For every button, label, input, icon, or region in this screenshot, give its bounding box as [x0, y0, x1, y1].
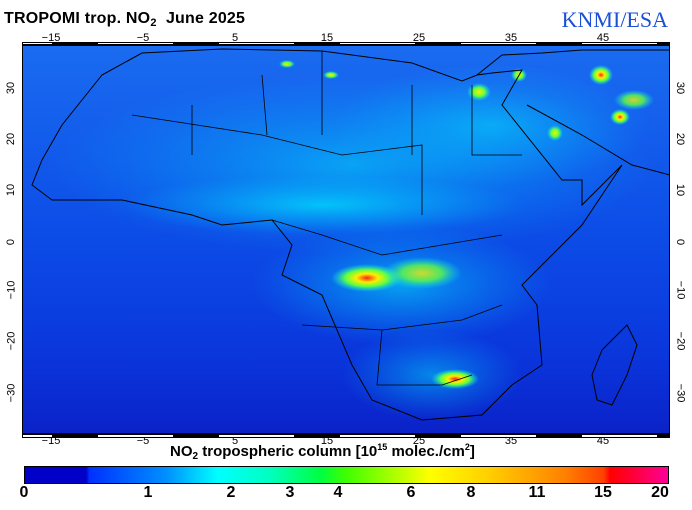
colorbar-label: 0 [19, 484, 29, 501]
title-date: June 2025 [165, 10, 246, 27]
colorbar [24, 466, 669, 484]
caption-text: ] [469, 443, 475, 460]
colorbar-label: 8 [466, 484, 476, 501]
x-tick-top: 15 [320, 32, 334, 44]
colorbar-label: 1 [143, 484, 153, 501]
x-tick-bottom: 25 [412, 435, 426, 447]
y-tick-left: 0 [5, 238, 18, 246]
colorbar-label: 4 [333, 484, 343, 501]
caption-units: molec./cm [387, 443, 465, 460]
x-tick-top: 25 [412, 32, 426, 44]
caption-text: NO [170, 443, 193, 460]
x-tick-top: −5 [136, 32, 150, 44]
y-tick-left: 20 [5, 132, 18, 146]
colorbar-label: 6 [406, 484, 416, 501]
y-tick-right: 20 [674, 132, 687, 146]
x-tick-bottom: 5 [231, 435, 239, 447]
colorbar-label: 15 [594, 484, 612, 501]
colorbar-caption: NO2 tropospheric column [1015 molec./cm2… [170, 442, 475, 462]
caption-text: tropospheric column [10 [198, 443, 378, 460]
y-tick-left: −10 [5, 280, 18, 300]
title-text: TROPOMI trop. NO [4, 10, 151, 27]
caption-superscript: 15 [377, 442, 388, 452]
y-tick-right: −20 [674, 331, 687, 351]
frame-scale-top [22, 42, 670, 45]
x-tick-top: −15 [41, 32, 61, 44]
x-tick-bottom: −5 [136, 435, 150, 447]
y-tick-right: −10 [674, 280, 687, 300]
x-tick-top: 45 [596, 32, 610, 44]
chart-title: TROPOMI trop. NO2 June 2025 [4, 10, 245, 29]
x-tick-bottom: 15 [320, 435, 334, 447]
y-tick-right: −30 [674, 383, 687, 403]
x-tick-bottom: 35 [504, 435, 518, 447]
colorbar-label: 20 [651, 484, 669, 501]
y-tick-left: 10 [5, 183, 18, 197]
x-tick-bottom: −15 [41, 435, 61, 447]
colorbar-label: 11 [528, 484, 546, 501]
x-tick-top: 5 [231, 32, 239, 44]
y-tick-left: −20 [5, 331, 18, 351]
y-tick-right: 10 [674, 183, 687, 197]
y-tick-left: 30 [5, 81, 18, 95]
brand-label: KNMI/ESA [561, 7, 668, 32]
frame-scale-bottom [22, 434, 670, 438]
title-subscript: 2 [150, 17, 157, 29]
caption-superscript: 2 [464, 442, 470, 452]
x-tick-top: 35 [504, 32, 518, 44]
colorbar-label: 2 [226, 484, 236, 501]
y-tick-right: 0 [674, 238, 687, 246]
colorbar-label: 3 [285, 484, 295, 501]
caption-subscript: 2 [192, 451, 199, 462]
no2-map[interactable] [22, 45, 670, 434]
y-tick-right: 30 [674, 81, 687, 95]
y-tick-left: −30 [5, 383, 18, 403]
x-tick-bottom: 45 [596, 435, 610, 447]
